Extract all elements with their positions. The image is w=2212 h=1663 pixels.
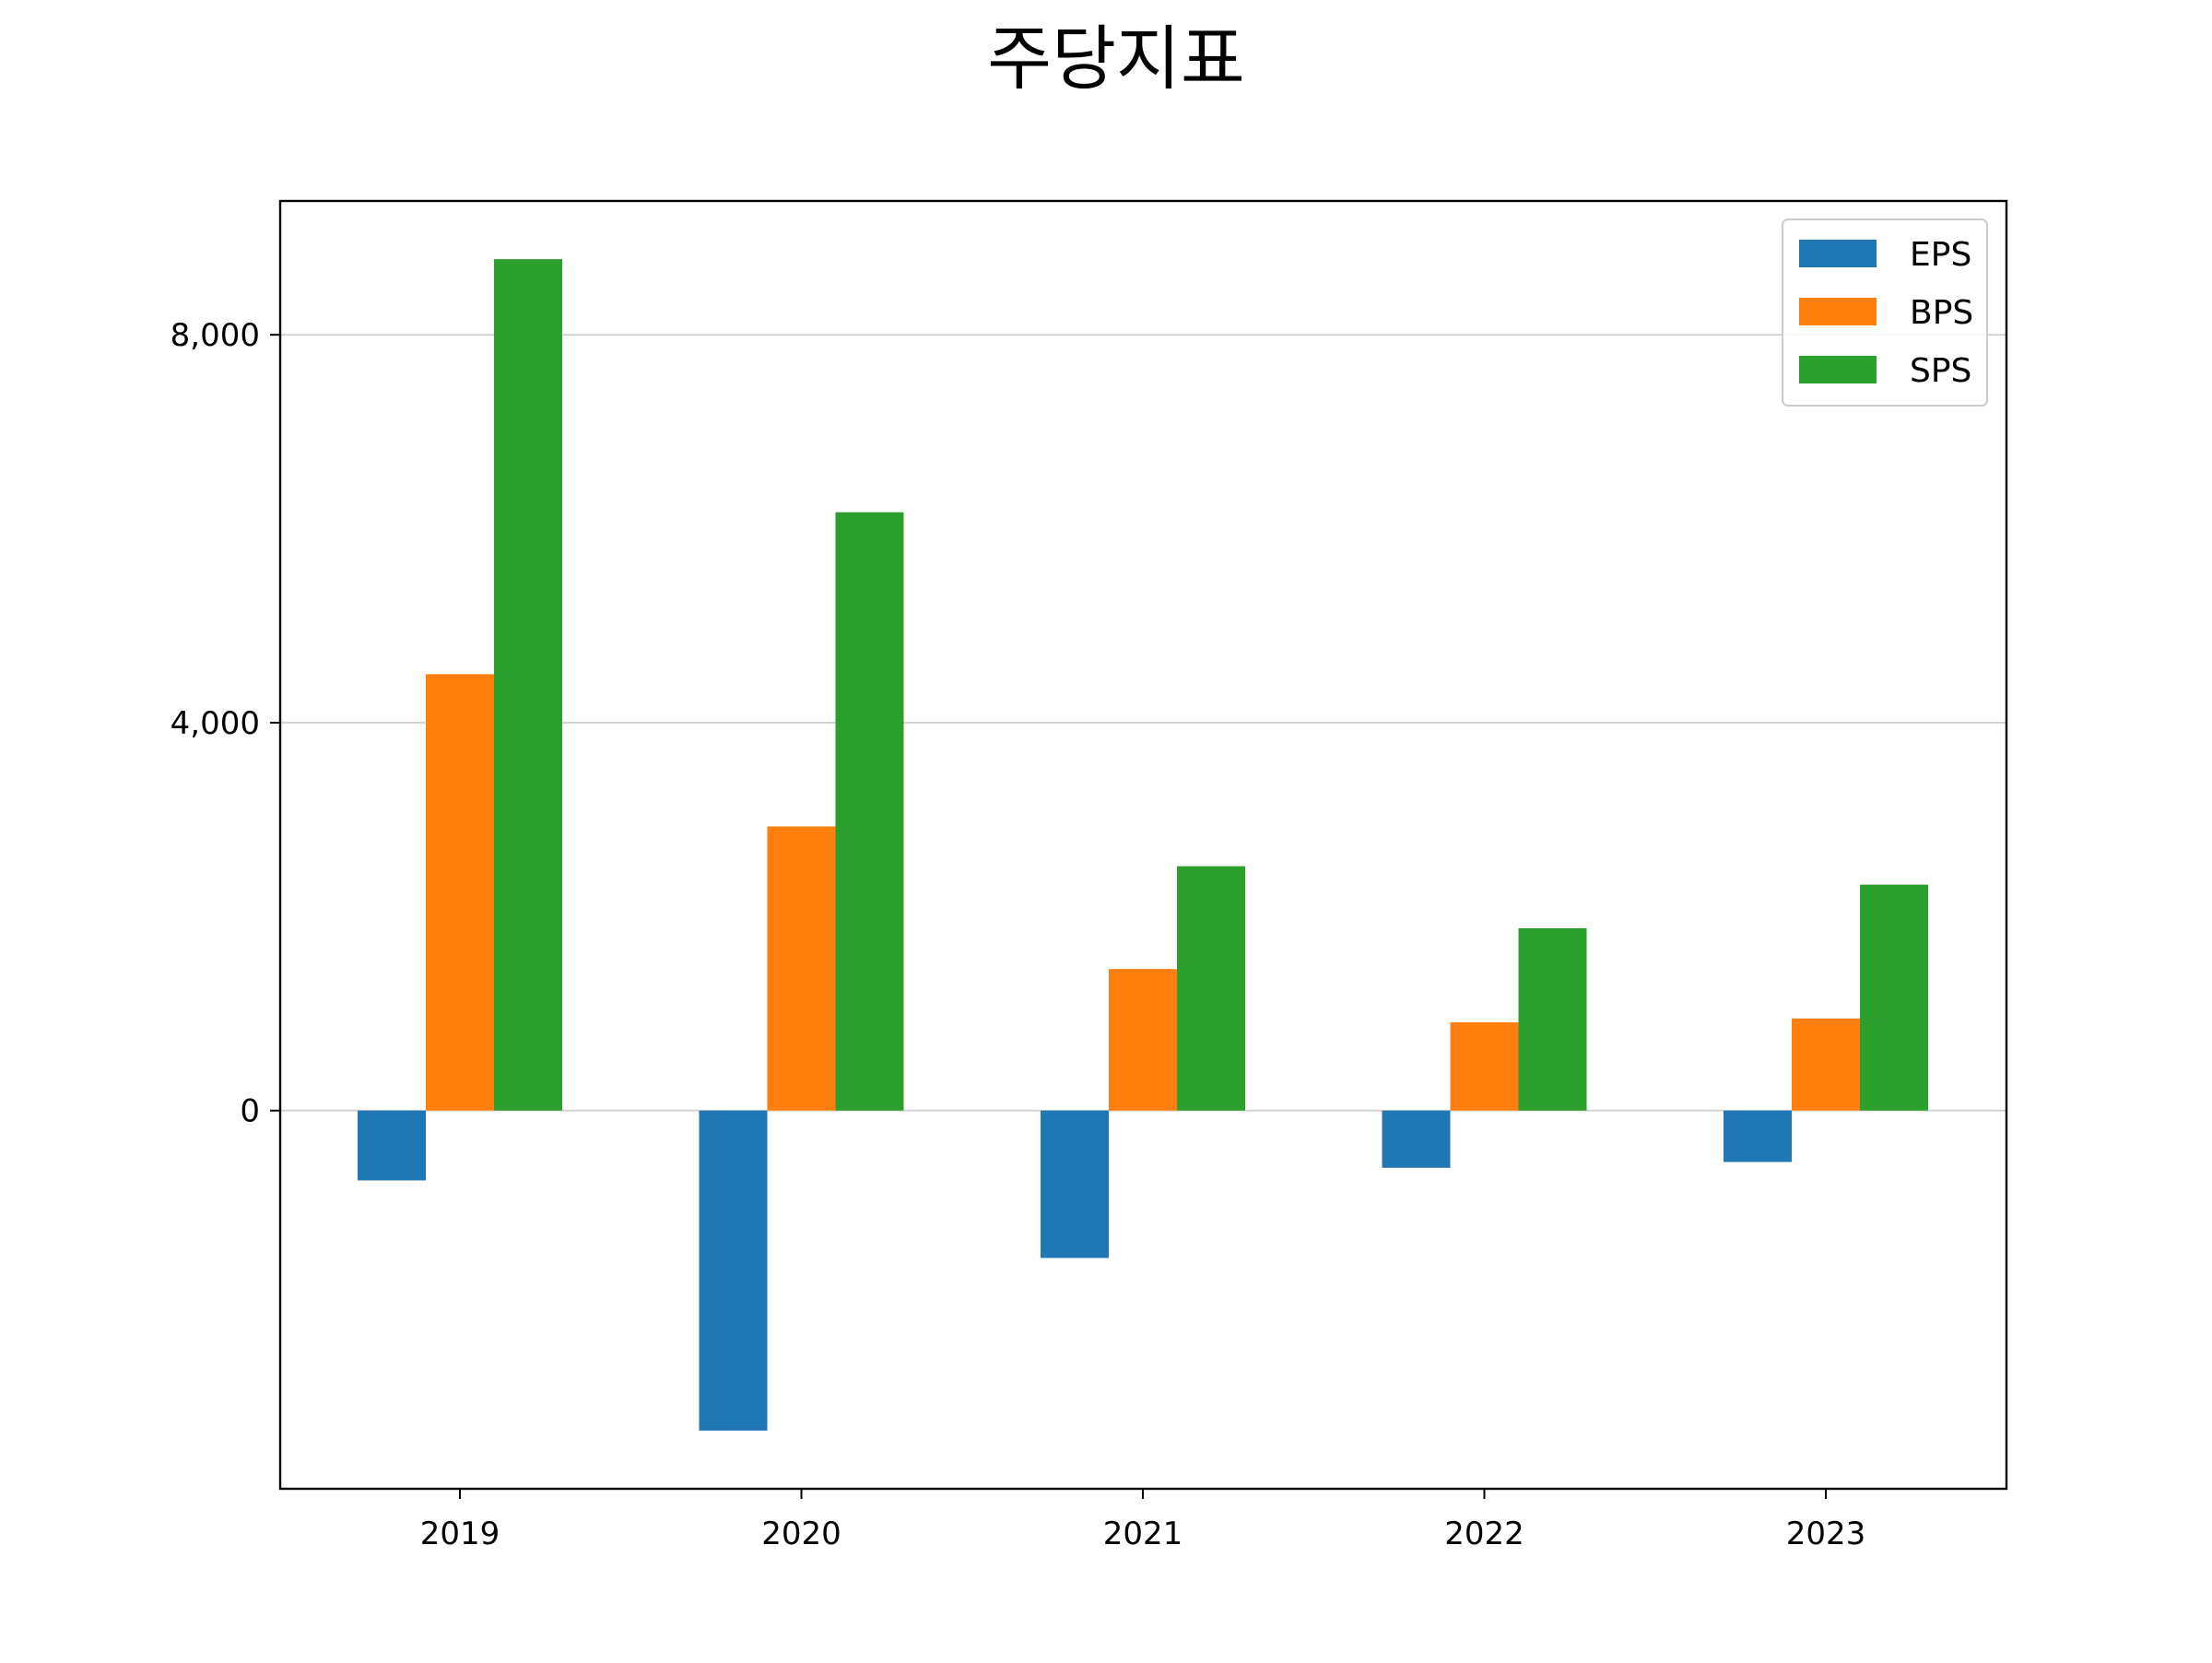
bar-eps-2023: [1724, 1110, 1792, 1162]
bar-bps-2022: [1450, 1022, 1519, 1111]
x-tick-label: 2021: [1103, 1516, 1183, 1552]
bar-eps-2022: [1382, 1110, 1451, 1168]
bar-eps-2020: [699, 1110, 768, 1431]
bar-sps-2020: [835, 512, 904, 1111]
chart-title: 주당지표: [987, 18, 1245, 100]
legend-swatch-sps: [1799, 356, 1877, 383]
bar-eps-2019: [358, 1110, 426, 1181]
y-tick-label: 4,000: [171, 705, 260, 742]
bar-bps-2023: [1792, 1018, 1860, 1111]
legend: EPS BPS SPS: [1782, 218, 1988, 407]
bar-bps-2020: [767, 826, 836, 1111]
legend-swatch-bps: [1799, 298, 1877, 325]
bar-bps-2021: [1109, 969, 1177, 1111]
legend-swatch-eps: [1799, 240, 1877, 267]
bar-sps-2023: [1860, 884, 1928, 1111]
x-tick-label: 2019: [420, 1516, 500, 1552]
y-tick-label: 8,000: [171, 317, 260, 354]
bar-bps-2019: [426, 674, 494, 1111]
x-tick-label: 2022: [1444, 1516, 1524, 1552]
legend-label-eps: EPS: [1910, 236, 1971, 274]
x-tick-label: 2023: [1786, 1516, 1866, 1552]
axes-layer: 0 4,000 8,000 2019 2020 2021 2022 2023: [171, 317, 1866, 1552]
legend-label-sps: SPS: [1910, 352, 1971, 390]
legend-label-bps: BPS: [1910, 294, 1973, 332]
bar-sps-2021: [1177, 866, 1245, 1111]
bar-sps-2019: [494, 259, 562, 1111]
bars-layer: [358, 259, 1928, 1431]
bar-eps-2021: [1041, 1110, 1109, 1258]
y-tick-label: 0: [240, 1093, 260, 1130]
x-tick-label: 2020: [761, 1516, 841, 1552]
bar-sps-2022: [1518, 927, 1587, 1111]
